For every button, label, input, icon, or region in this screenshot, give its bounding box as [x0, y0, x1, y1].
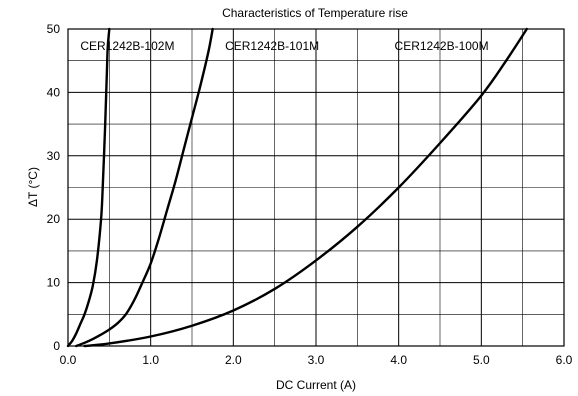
series-layer: [66, 27, 528, 348]
series-label: CER1242B-101M: [225, 39, 319, 53]
y-tick-label: 50: [47, 22, 61, 36]
series-line: [75, 27, 214, 348]
y-tick-labels: 0 10 20 30 40 50: [47, 22, 61, 353]
y-tick-label: 20: [47, 212, 61, 226]
series-line: [83, 27, 528, 348]
x-axis-label: DC Current (A): [276, 378, 356, 392]
x-tick-label: 2.0: [225, 353, 242, 367]
y-tick-label: 10: [47, 276, 61, 290]
y-tick-label: 30: [47, 149, 61, 163]
series-line: [66, 27, 111, 348]
major-grid: [68, 29, 564, 346]
x-tick-label: 3.0: [308, 353, 325, 367]
x-tick-label: 1.0: [142, 353, 159, 367]
series-label: CER1242B-102M: [80, 39, 174, 53]
y-tick-label: 40: [47, 85, 61, 99]
plot-frame: [67, 28, 565, 347]
x-tick-label: 6.0: [556, 353, 573, 367]
series-label: CER1242B-100M: [395, 39, 489, 53]
series-labels: CER1242B-102M CER1242B-101M CER1242B-100M: [80, 39, 488, 53]
x-tick-label: 4.0: [390, 353, 407, 367]
x-tick-label: 0.0: [60, 353, 77, 367]
x-tick-label: 5.0: [473, 353, 490, 367]
chart-title: Characteristics of Temperature rise: [222, 6, 408, 20]
y-axis-label: ΔT (°C): [26, 167, 40, 207]
y-tick-label: 0: [53, 339, 60, 353]
x-tick-labels: 0.0 1.0 2.0 3.0 4.0 5.0 6.0: [60, 353, 573, 367]
